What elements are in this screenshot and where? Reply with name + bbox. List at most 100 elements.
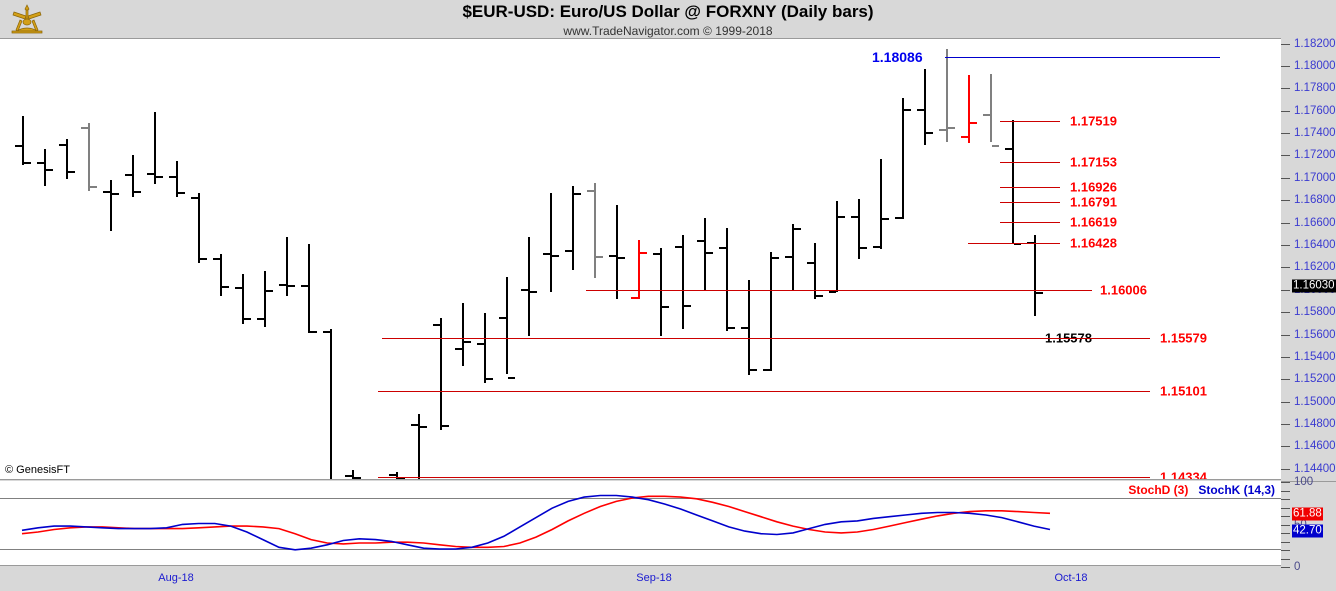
price-level-label: 1.15579 (1160, 330, 1207, 346)
stochastic-curves (21, 494, 1051, 551)
ohlc-open-tick (323, 331, 330, 334)
price-axis-label: 1.17400 (1294, 127, 1336, 140)
date-axis: Aug-18 Sep-18 Oct-18 (0, 566, 1281, 591)
stoch-d-value-tag: 61.88 (1292, 507, 1323, 521)
ohlc-close-tick (354, 476, 361, 479)
ohlc-close-tick (838, 215, 845, 218)
ohlc-bar (286, 237, 288, 297)
ohlc-open-tick (477, 343, 484, 346)
price-level-line[interactable] (1000, 187, 1060, 189)
ohlc-open-tick (895, 216, 902, 219)
ohlc-bar (814, 242, 816, 299)
ohlc-open-tick (59, 144, 66, 147)
ohlc-close-tick (46, 168, 53, 171)
ohlc-bar (308, 243, 310, 334)
ohlc-bar (836, 201, 838, 292)
ohlc-open-tick (103, 191, 110, 194)
ohlc-open-tick (741, 326, 748, 329)
ohlc-close-tick (948, 127, 955, 130)
chart-title: $EUR-USD: Euro/US Dollar @ FORXNY (Daily… (462, 2, 874, 21)
axis-tick (1281, 267, 1290, 269)
price-level-line[interactable] (968, 242, 1060, 244)
stoch-axis-minor-tick (1281, 499, 1290, 500)
ohlc-close-tick (772, 257, 779, 260)
ohlc-open-tick (279, 284, 286, 287)
ohlc-bar (572, 185, 574, 270)
stoch-k-legend-label: StochK (14,3) (1198, 483, 1275, 497)
ohlc-bar (132, 155, 134, 197)
price-level-line[interactable] (945, 57, 1220, 59)
date-axis-label: Aug-18 (158, 572, 194, 584)
axis-tick (1281, 43, 1290, 45)
axis-tick (1281, 312, 1290, 314)
ohlc-open-tick (125, 174, 132, 177)
ohlc-close-tick (596, 256, 603, 259)
ohlc-close-tick (24, 161, 31, 164)
stoch-gridline (0, 549, 1281, 550)
price-level-line[interactable] (1000, 221, 1060, 223)
price-level-label: 1.18086 (872, 49, 923, 66)
price-axis-label: 1.15200 (1294, 373, 1336, 386)
ohlc-open-tick (785, 256, 792, 259)
chart-subtitle: www.TradeNavigator.com © 1999-2018 (563, 24, 773, 38)
price-level-line[interactable] (586, 290, 1092, 292)
ohlc-bar (682, 234, 684, 329)
price-level-label: 1.14334 (1160, 469, 1207, 480)
ohlc-bar (506, 277, 508, 374)
ohlc-close-tick (728, 326, 735, 329)
price-level-line[interactable] (382, 337, 1150, 339)
axis-tick (1281, 200, 1290, 202)
ohlc-close-tick (530, 290, 537, 293)
price-axis-label: 1.18000 (1294, 59, 1336, 72)
ohlc-bar (748, 279, 750, 375)
ohlc-bar (968, 74, 970, 144)
ohlc-open-tick (499, 316, 506, 319)
ohlc-open-tick (81, 127, 88, 130)
ohlc-close-tick (442, 425, 449, 428)
chart-header: $EUR-USD: Euro/US Dollar @ FORXNY (Daily… (0, 0, 1336, 40)
ohlc-close-tick (68, 171, 75, 174)
price-axis-label: 1.15600 (1294, 328, 1336, 341)
ohlc-bar (902, 98, 904, 220)
price-axis-label: 1.17200 (1294, 149, 1336, 162)
price-level-line[interactable] (1000, 202, 1060, 204)
ohlc-bar (330, 328, 332, 479)
ohlc-close-tick (156, 175, 163, 178)
ohlc-open-tick (851, 215, 858, 218)
axis-tick (1281, 155, 1290, 157)
price-level-line[interactable] (378, 477, 1150, 479)
ohlc-open-tick (697, 240, 704, 243)
stoch-axis-minor-tick (1281, 541, 1290, 543)
price-level-line[interactable] (378, 391, 1150, 393)
ohlc-open-tick (301, 285, 308, 288)
ohlc-open-tick (719, 247, 726, 250)
axis-tick (1281, 177, 1290, 179)
ohlc-close-tick (310, 331, 317, 334)
price-level-label: 1.16619 (1070, 214, 1117, 229)
ohlc-close-tick (970, 121, 977, 124)
ohlc-bar (880, 158, 882, 250)
ohlc-open-tick (917, 109, 924, 112)
date-axis-label: Oct-18 (1054, 572, 1088, 584)
ohlc-close-tick (90, 186, 97, 189)
ohlc-close-tick (750, 369, 757, 372)
ohlc-close-tick (640, 251, 647, 254)
price-level-line[interactable] (1000, 161, 1060, 163)
ohlc-open-tick (543, 252, 550, 255)
stochastic-indicator-pane[interactable]: StochD (3) StochK (14,3) (0, 481, 1281, 566)
price-axis-label: 1.16600 (1294, 216, 1336, 229)
price-axis[interactable]: 1.18200 1.18000 1.17800 1.17600 1.17400 1.172… (1281, 38, 1336, 573)
stoch-axis-tick (1281, 524, 1290, 526)
price-chart-pane[interactable]: © GenesisFT 1.18086 1.17519 1.17153 1.16926… (0, 38, 1281, 480)
ohlc-bar (44, 148, 46, 186)
ohlc-close-tick (486, 378, 493, 381)
stoch-axis-minor-tick (1281, 490, 1290, 492)
ohlc-open-tick (807, 261, 814, 264)
axis-tick (1281, 289, 1290, 291)
price-level-line[interactable] (1000, 120, 1060, 122)
ohlc-close-tick (860, 247, 867, 250)
ohlc-open-tick (829, 290, 836, 293)
ohlc-bar (1012, 119, 1014, 244)
price-axis-label: 1.15400 (1294, 350, 1336, 363)
ohlc-close-tick (926, 131, 933, 134)
